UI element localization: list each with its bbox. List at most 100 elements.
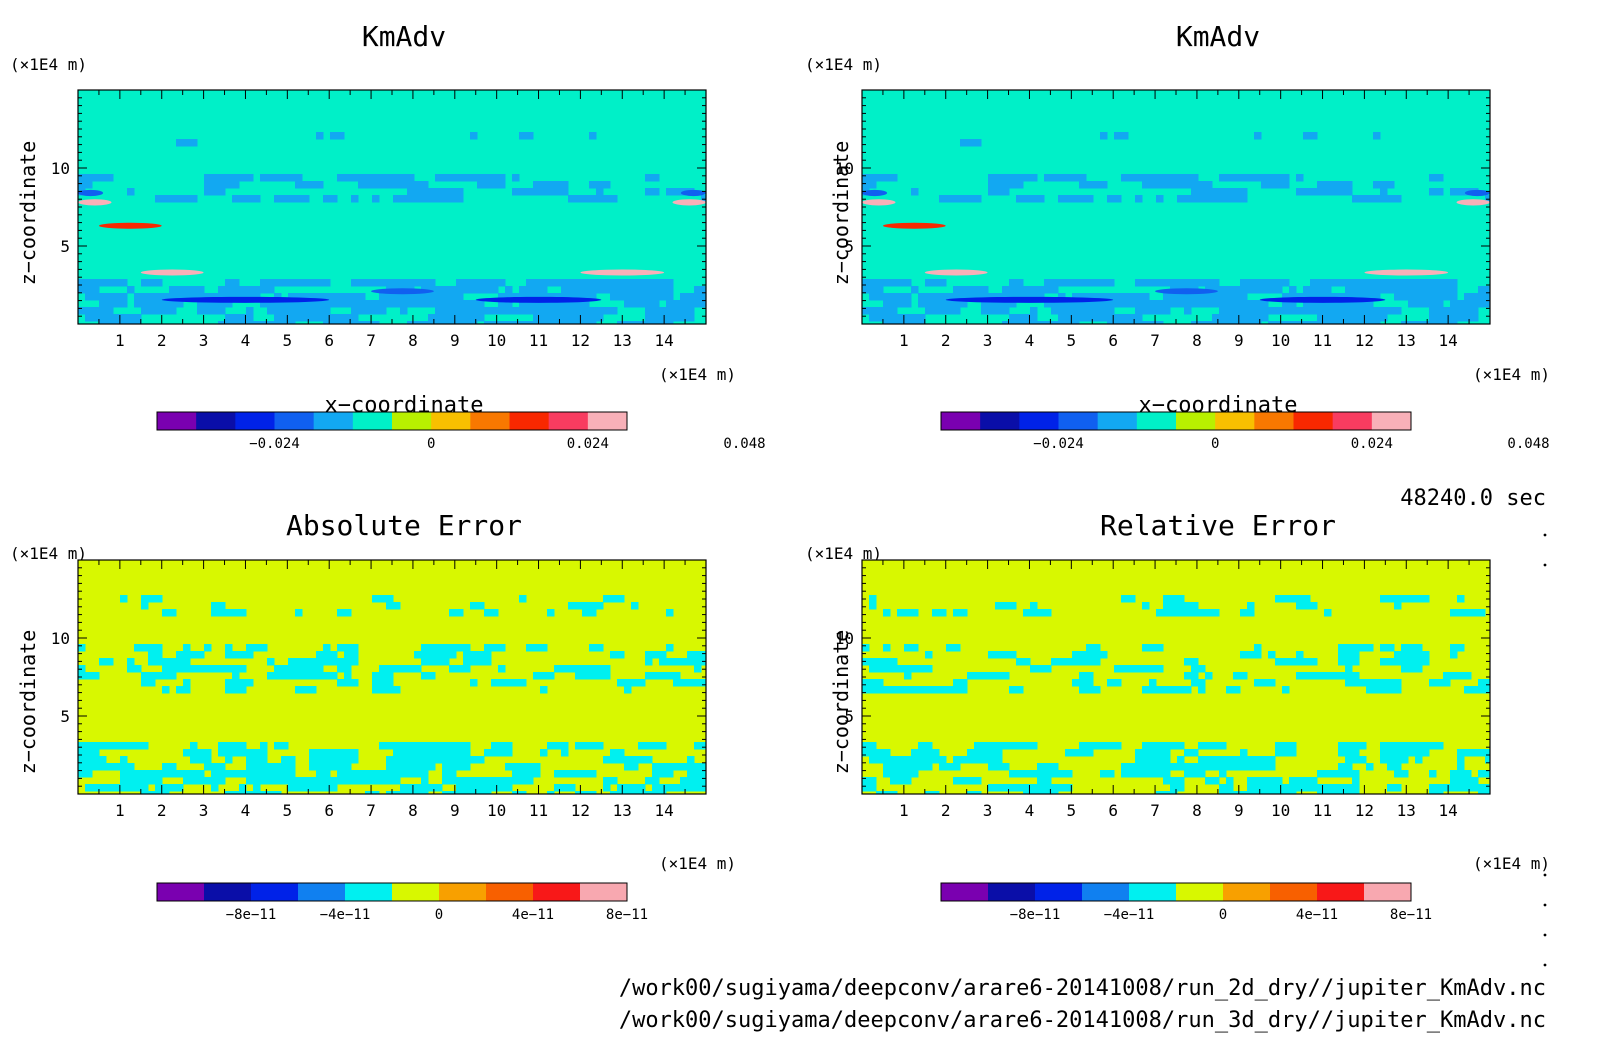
heatmap-cell xyxy=(1051,307,1059,315)
heatmap-cell xyxy=(925,293,933,301)
heatmap-cell xyxy=(1338,784,1346,792)
heatmap-cell xyxy=(1065,749,1073,757)
heatmap-cell xyxy=(505,749,513,757)
heatmap-cell xyxy=(1429,314,1437,322)
heatmap-cell xyxy=(1240,174,1248,182)
heatmap-cell xyxy=(176,658,184,666)
heatmap-cell xyxy=(1135,665,1143,673)
heatmap-cell xyxy=(582,791,590,794)
heatmap-cell xyxy=(1478,609,1486,617)
heatmap-cell xyxy=(386,293,394,301)
heatmap-cell xyxy=(638,321,646,324)
heatmap-cell xyxy=(1478,293,1486,301)
heatmap-cell xyxy=(1044,609,1052,617)
heatmap-cell xyxy=(988,749,996,757)
heatmap-cell xyxy=(1303,602,1311,610)
heatmap-cell xyxy=(323,279,331,287)
heatmap-cell xyxy=(1100,314,1108,322)
heatmap-cell xyxy=(1065,770,1073,778)
heatmap-cell xyxy=(554,293,562,301)
heatmap-cell xyxy=(421,195,429,203)
heatmap-cell xyxy=(1184,672,1192,680)
heatmap-cell xyxy=(645,791,653,794)
heatmap-cell xyxy=(1359,679,1367,687)
heatmap-cell xyxy=(1093,651,1101,659)
heatmap-cell xyxy=(92,174,100,182)
heatmap-cell xyxy=(526,188,534,196)
heatmap-cell xyxy=(127,321,135,324)
heatmap-cell xyxy=(1296,672,1304,680)
heatmap-cell xyxy=(1436,791,1444,794)
heatmap-cell xyxy=(176,770,184,778)
heatmap-cell xyxy=(1184,300,1192,308)
heatmap-cell xyxy=(1352,658,1360,666)
heatmap-cell xyxy=(1100,300,1108,308)
heatmap-cell xyxy=(967,749,975,757)
heatmap-cell xyxy=(491,784,499,792)
heatmap-cell xyxy=(218,770,226,778)
heatmap-cell xyxy=(351,279,359,287)
heatmap-cell xyxy=(1128,665,1136,673)
heatmap-cell xyxy=(1422,286,1430,294)
heatmap-cell xyxy=(120,279,128,287)
heatmap-cell xyxy=(694,777,702,785)
heatmap-cell xyxy=(624,686,632,694)
heatmap-cell xyxy=(561,300,569,308)
heatmap-cell xyxy=(1352,279,1360,287)
heatmap-cell xyxy=(575,195,583,203)
heatmap-cell xyxy=(862,686,870,694)
heatmap-cell xyxy=(1261,174,1269,182)
heatmap-cell xyxy=(1226,763,1234,771)
heatmap-cell xyxy=(967,195,975,203)
x-tick-label: 8 xyxy=(408,801,418,820)
heatmap-cell xyxy=(316,658,324,666)
heatmap-cell xyxy=(897,300,905,308)
heatmap-cell xyxy=(603,672,611,680)
heatmap-cell xyxy=(1149,742,1157,750)
heatmap-cell xyxy=(141,770,149,778)
heatmap-cell xyxy=(603,279,611,287)
heatmap-cell xyxy=(1359,321,1367,324)
heatmap-cell xyxy=(414,300,422,308)
heatmap-cell xyxy=(1436,784,1444,792)
heatmap-cell xyxy=(701,293,706,301)
heatmap-cell xyxy=(148,644,156,652)
heatmap-cell xyxy=(407,784,415,792)
heatmap-cell xyxy=(274,195,282,203)
colorbar-tick-label: 4e−11 xyxy=(1296,907,1338,923)
heatmap-cell xyxy=(883,307,891,315)
heatmap-cell xyxy=(526,286,534,294)
heatmap-cell xyxy=(92,672,100,680)
heatmap-cell xyxy=(883,658,891,666)
heatmap-cell xyxy=(463,791,471,794)
heatmap-cell xyxy=(260,777,268,785)
heatmap-cell xyxy=(1156,279,1164,287)
heatmap-cell xyxy=(1275,777,1283,785)
heatmap-cell xyxy=(1086,195,1094,203)
heatmap-cell xyxy=(1408,300,1416,308)
heatmap-cell xyxy=(386,679,394,687)
heatmap-cell xyxy=(1324,286,1332,294)
x-tick-label: 9 xyxy=(1234,801,1244,820)
heatmap-cell xyxy=(617,679,625,687)
heatmap-cell xyxy=(589,132,597,140)
heatmap-cell xyxy=(1142,321,1150,324)
heatmap-cell xyxy=(435,293,443,301)
heatmap-cell xyxy=(1142,602,1150,610)
heatmap-cell xyxy=(211,300,219,308)
heatmap-cell xyxy=(1429,279,1437,287)
heatmap-cell xyxy=(190,293,198,301)
heatmap-cell xyxy=(1079,300,1087,308)
heatmap-cell xyxy=(505,679,513,687)
heatmap-cell xyxy=(1107,742,1115,750)
heatmap-cell xyxy=(1191,749,1199,757)
heatmap-cell xyxy=(386,665,394,673)
heatmap-cell xyxy=(1450,293,1458,301)
heatmap-cell xyxy=(456,609,464,617)
heatmap-cell xyxy=(218,300,226,308)
heatmap-cell xyxy=(533,314,541,322)
heatmap-cell xyxy=(442,195,450,203)
heatmap-cell xyxy=(1226,195,1234,203)
heatmap-cell xyxy=(512,763,520,771)
heatmap-cell xyxy=(1149,770,1157,778)
